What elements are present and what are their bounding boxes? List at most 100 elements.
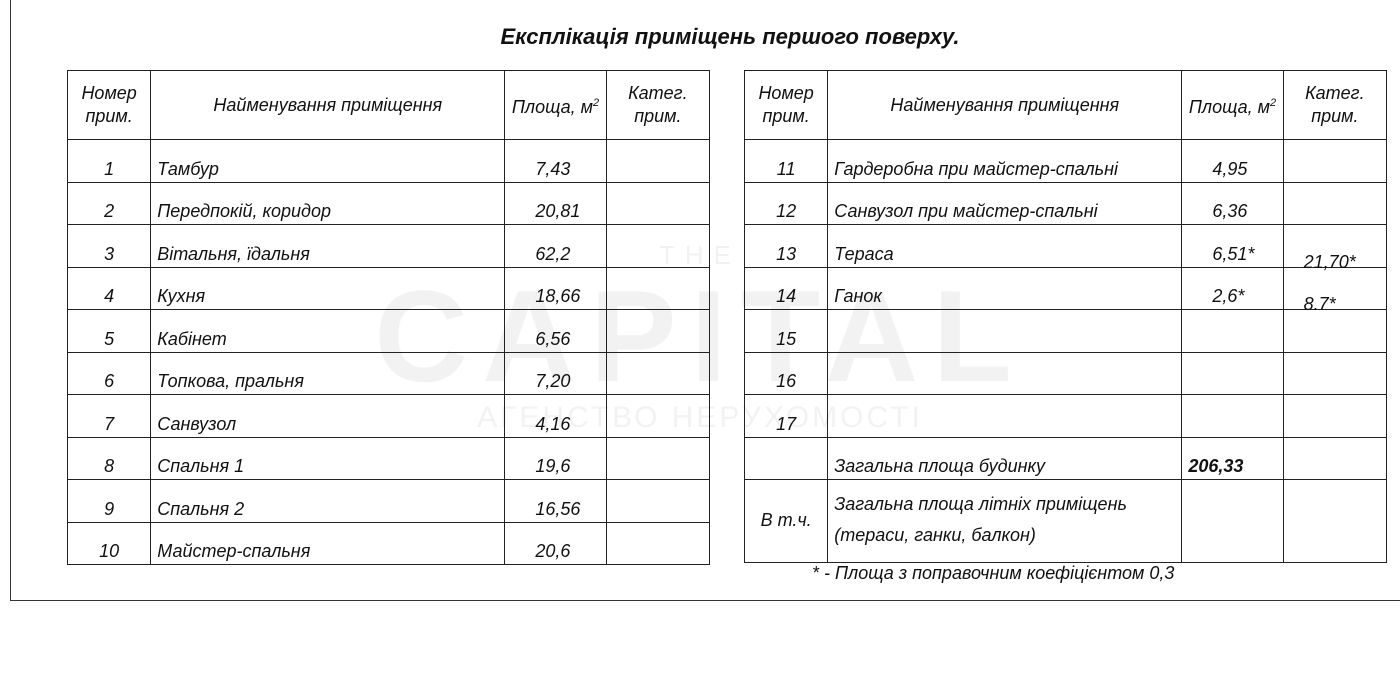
room-number: 2	[66, 181, 152, 225]
summer-label-line: Загальна площа літніх приміщень	[834, 494, 1127, 514]
room-name-text: Тераса	[834, 243, 894, 264]
table-row: 7 Санвузол 4,16	[66, 394, 711, 438]
header-area-sup: 2	[592, 96, 600, 109]
header-area-sup: 2	[1269, 96, 1277, 109]
footnote: * - Площа з поправочним коефіцієнтом 0,3	[812, 563, 1175, 583]
room-name-text: Передпокій, коридор	[157, 201, 332, 221]
rooms-table-left: Номер прим. Найменування приміщення Площ…	[66, 70, 711, 565]
room-category	[605, 351, 711, 395]
room-category	[605, 266, 711, 310]
header-category: Катег. прим.	[1282, 70, 1388, 140]
room-area: 6,36	[1181, 181, 1284, 225]
table-row: 15	[743, 309, 1388, 353]
summer-prefix: В т.ч.	[743, 479, 829, 563]
room-category	[605, 521, 711, 565]
room-name	[827, 351, 1183, 395]
table-row: 1 Тамбур 7,43	[66, 139, 711, 183]
room-category	[1282, 394, 1388, 438]
table-row: 3 Вітальня, їдальня 62,2	[66, 224, 711, 268]
room-name-text: Топкова, пральня	[157, 371, 304, 391]
room-name	[827, 394, 1183, 438]
room-name: Кухня	[150, 266, 506, 310]
room-number: 8	[66, 436, 152, 480]
summer-label: Загальна площа літніх приміщень (тераси, …	[827, 479, 1183, 563]
room-number-text: 17	[776, 413, 797, 434]
room-number: 16	[743, 351, 829, 395]
room-name: Спальня 2	[150, 479, 506, 523]
room-area-text: 7,43	[535, 158, 571, 179]
room-category-text: 21,70*	[1303, 251, 1356, 272]
rooms-table-right: Номер прим. Найменування приміщення Площ…	[743, 70, 1388, 563]
table-row: 11 Гардеробна при майстер-спальні 4,95	[743, 139, 1388, 183]
room-number: 15	[743, 309, 829, 353]
room-number-text: 8	[104, 456, 115, 476]
room-area: 20,81	[504, 181, 607, 225]
room-name-text: Спальня 1	[157, 456, 245, 476]
room-number: 11	[743, 139, 829, 183]
room-number-text: 15	[776, 328, 797, 349]
summer-label-line: (тераси, ганки, балкон)	[834, 525, 1036, 545]
header-area-label: Площа, м	[1188, 96, 1270, 117]
table-row: 13 Тераса 6,51* 21,70*	[743, 224, 1388, 272]
table-row: 12 Санвузол при майстер-спальні 6,36	[743, 181, 1388, 225]
room-number: 10	[66, 521, 152, 565]
room-number-text: 7	[104, 413, 115, 434]
total-label: Загальна площа будинку	[827, 436, 1183, 480]
room-number-text: 6	[104, 371, 115, 391]
room-area: 7,20	[504, 351, 607, 395]
room-number-text: 9	[104, 498, 115, 519]
room-area-text: 7,20	[535, 371, 571, 391]
room-category	[605, 436, 711, 480]
room-category: 21,70*	[1282, 224, 1388, 272]
room-area-text: 2,6*	[1212, 286, 1245, 306]
summer-cat-cell	[1282, 479, 1388, 563]
room-name-text: Санвузол	[157, 413, 237, 434]
room-category	[605, 224, 711, 268]
room-area: 6,51*	[1181, 224, 1284, 268]
room-number: 9	[66, 479, 152, 523]
room-number: 13	[743, 224, 829, 268]
room-name-text: Спальня 2	[157, 498, 245, 519]
room-area: 6,56	[504, 309, 607, 353]
table-row: 9 Спальня 2 16,56	[66, 479, 711, 523]
room-category	[605, 479, 711, 523]
room-number-text: 4	[104, 286, 115, 306]
room-area-text: 20,81	[535, 201, 581, 221]
room-number-text: 13	[776, 243, 797, 264]
room-name: Майстер-спальня	[150, 521, 506, 565]
room-number-text: 16	[776, 371, 797, 391]
room-name-text: Тамбур	[157, 158, 219, 179]
room-name: Тераса	[827, 224, 1183, 268]
room-name: Тамбур	[150, 139, 506, 183]
room-number-text: 2	[104, 201, 115, 221]
room-name: Топкова, пральня	[150, 351, 506, 395]
table-row: 6 Топкова, пральня 7,20	[66, 351, 711, 395]
room-area: 18,66	[504, 266, 607, 310]
summer-row: В т.ч. Загальна площа літніх приміщень (т…	[743, 479, 1388, 563]
table-header-row: Номер прим. Найменування приміщення Площ…	[743, 70, 1388, 140]
room-category	[605, 181, 711, 225]
room-name	[827, 309, 1183, 353]
room-area-text: 4,16	[535, 413, 571, 434]
room-category	[605, 394, 711, 438]
header-number: Номер прим.	[66, 70, 152, 140]
room-name: Передпокій, коридор	[150, 181, 506, 225]
room-area	[1181, 394, 1284, 438]
room-area: 4,95	[1181, 139, 1284, 183]
table-row: 5 Кабінет 6,56	[66, 309, 711, 353]
room-name-text: Майстер-спальня	[157, 541, 311, 561]
room-category-text: 8.7*	[1303, 294, 1336, 314]
table-header-row: Номер прим. Найменування приміщення Площ…	[66, 70, 711, 140]
room-area: 20,6	[504, 521, 607, 565]
header-area: Площа, м2	[504, 70, 607, 140]
room-number-text: 3	[104, 243, 115, 264]
header-number: Номер прим.	[743, 70, 829, 140]
room-area: 16,56	[504, 479, 607, 523]
room-number-text: 1	[104, 158, 115, 179]
room-area-text: 62,2	[535, 243, 571, 264]
header-area: Площа, м2	[1181, 70, 1284, 140]
total-cat-cell	[1282, 436, 1388, 480]
room-name-text: Кабінет	[157, 328, 227, 349]
table-row: 14 Ганок 2,6* 8.7*	[743, 266, 1388, 314]
room-category	[1282, 351, 1388, 395]
